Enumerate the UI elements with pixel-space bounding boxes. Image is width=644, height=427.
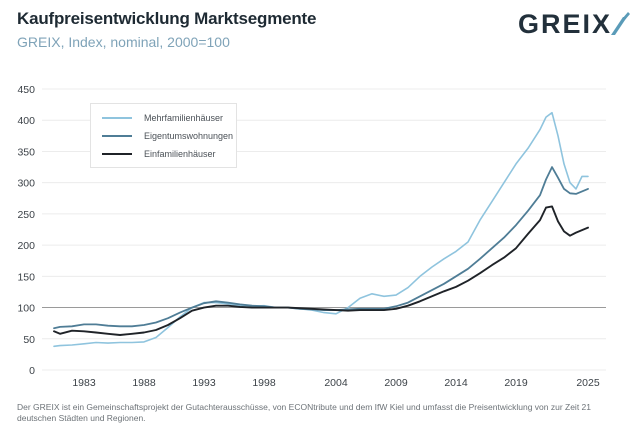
x-tick-label: 1998: [252, 377, 276, 389]
y-tick-label: 350: [17, 146, 35, 158]
y-tick-label: 450: [17, 84, 35, 96]
legend-label: Einfamilienhäuser: [144, 149, 216, 159]
y-tick-label: 100: [17, 303, 35, 315]
y-axis-ticks: 0 50 100 150 200 250 300 350 400 450: [17, 84, 35, 377]
x-axis-ticks: 1983 1988 1993 1998 2004 2009 2014 2019 2025: [72, 377, 600, 389]
legend-label: Eigentumswohnungen: [144, 131, 234, 141]
x-tick-label: 1983: [72, 377, 96, 389]
x-tick-label: 2014: [444, 377, 468, 389]
y-tick-label: 150: [17, 271, 35, 283]
legend-swatch-mehrfamilienhaeuser: [102, 117, 132, 119]
legend: Mehrfamilienhäuser Eigentumswohnungen Ei…: [90, 103, 237, 168]
logo-mark-icon: [611, 12, 631, 35]
legend-item-einfamilienhaeuser[interactable]: Einfamilienhäuser: [91, 149, 216, 159]
chart-title: Kaufpreisentwicklung Marktsegmente: [17, 9, 317, 28]
legend-swatch-einfamilienhaeuser: [102, 153, 132, 155]
legend-label: Mehrfamilienhäuser: [144, 113, 224, 123]
y-tick-label: 400: [17, 115, 35, 127]
y-tick-label: 250: [17, 209, 35, 221]
y-tick-label: 0: [29, 365, 35, 377]
y-tick-label: 300: [17, 178, 35, 190]
x-tick-label: 1993: [192, 377, 216, 389]
x-tick-label: 2004: [324, 377, 348, 389]
series-lines: [53, 111, 589, 348]
chart-subtitle: GREIX, Index, nominal, 2000=100: [17, 34, 230, 50]
legend-swatch-eigentumswohnungen: [102, 135, 132, 137]
logo-text: GREIX: [518, 8, 613, 39]
x-tick-label: 1988: [132, 377, 156, 389]
legend-item-mehrfamilienhaeuser[interactable]: Mehrfamilienhäuser: [91, 113, 223, 123]
legend-item-eigentumswohnungen[interactable]: Eigentumswohnungen: [91, 131, 233, 141]
y-tick-label: 50: [23, 334, 35, 346]
x-tick-label: 2019: [504, 377, 528, 389]
series-line-eigentumswohnungen: [53, 166, 589, 330]
x-tick-label: 2009: [384, 377, 408, 389]
x-tick-label: 2025: [576, 377, 600, 389]
footnote: Der GREIX ist ein Gemeinschaftsprojekt d…: [17, 402, 592, 423]
series-line-einfamilienhaeuser: [53, 205, 589, 336]
y-tick-label: 200: [17, 240, 35, 252]
greix-logo: GREIX: [518, 6, 631, 42]
